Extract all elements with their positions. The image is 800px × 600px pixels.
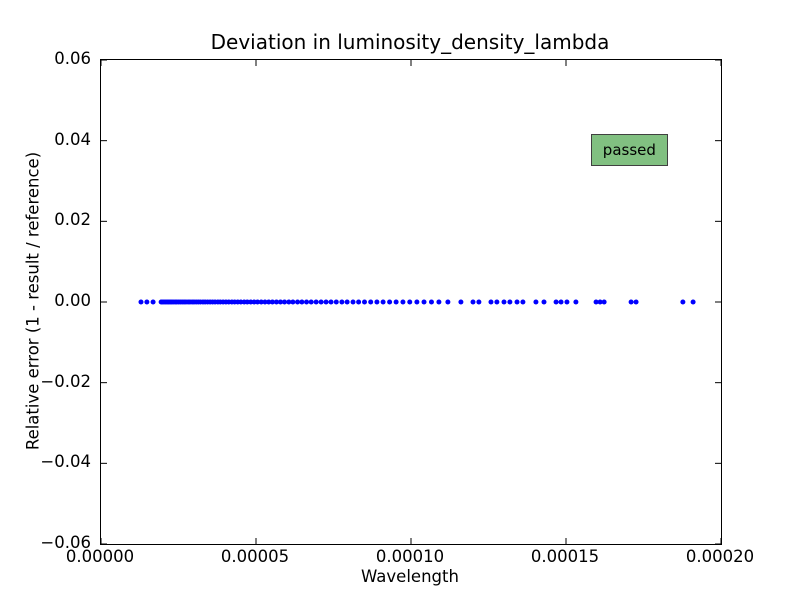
data-point — [362, 299, 367, 305]
data-point — [295, 299, 301, 305]
data-point — [507, 299, 513, 305]
data-point — [262, 299, 268, 305]
data-point — [387, 299, 393, 305]
scatter-canvas — [101, 60, 721, 544]
status-badge-passed: passed — [590, 133, 668, 166]
data-point — [138, 299, 144, 305]
data-point — [533, 299, 539, 305]
data-point — [520, 299, 526, 305]
data-point — [333, 299, 339, 305]
data-point — [601, 299, 607, 305]
y-tick-label: 0.06 — [54, 49, 91, 68]
data-point — [436, 299, 442, 305]
data-point — [255, 299, 261, 305]
data-point — [445, 299, 451, 305]
data-point — [323, 299, 329, 305]
data-point — [541, 299, 547, 305]
x-tick-label: 0.00000 — [65, 547, 135, 566]
data-point — [269, 299, 275, 305]
data-point — [350, 299, 356, 305]
data-point — [290, 299, 296, 305]
data-point — [553, 299, 559, 305]
data-point — [414, 299, 420, 305]
data-point — [308, 299, 314, 305]
y-tick-label: −0.02 — [40, 371, 91, 391]
data-point — [368, 299, 374, 305]
data-point — [273, 299, 279, 305]
x-axis-label: Wavelength — [361, 567, 459, 586]
x-tick-label: 0.00015 — [530, 547, 600, 566]
x-tick-label: 0.00010 — [375, 547, 445, 566]
data-point — [304, 299, 310, 305]
data-point — [628, 299, 634, 305]
data-point — [470, 299, 476, 305]
data-point — [400, 299, 406, 305]
data-point — [277, 299, 283, 305]
data-point — [299, 299, 305, 305]
data-point — [380, 299, 386, 305]
data-point — [597, 299, 603, 305]
data-point — [318, 299, 324, 305]
data-point — [690, 299, 696, 305]
data-point — [393, 299, 399, 305]
data-point — [356, 299, 362, 305]
y-tick-label: 0.04 — [54, 129, 91, 149]
data-point — [680, 299, 686, 305]
data-point — [558, 299, 564, 305]
y-tick-label: 0.00 — [54, 291, 91, 310]
x-tick-label: 0.00020 — [685, 547, 755, 566]
plot-area: passed — [100, 59, 722, 545]
data-point — [282, 299, 288, 305]
data-point — [407, 299, 413, 305]
data-point — [458, 299, 464, 305]
data-point — [374, 299, 380, 305]
data-point — [488, 299, 494, 305]
chart-title: Deviation in luminosity_density_lambda — [210, 30, 610, 54]
data-point — [258, 299, 264, 305]
data-point — [633, 299, 639, 305]
data-point — [501, 299, 507, 305]
data-point — [476, 299, 482, 305]
data-point — [564, 299, 570, 305]
data-point — [339, 299, 345, 305]
data-point — [421, 299, 427, 305]
x-tick-label: 0.00005 — [220, 547, 290, 566]
data-point — [428, 299, 434, 305]
y-tick-label: −0.04 — [40, 452, 91, 472]
data-point — [514, 299, 520, 305]
data-point — [593, 299, 599, 305]
data-point — [144, 299, 150, 305]
data-point — [328, 299, 334, 305]
data-point — [150, 299, 156, 305]
data-point — [494, 299, 500, 305]
data-point — [286, 299, 292, 305]
y-tick-label: 0.02 — [54, 210, 91, 230]
data-point — [266, 299, 272, 305]
data-point — [573, 299, 579, 305]
y-tick-label: −0.06 — [40, 533, 91, 552]
data-point — [344, 299, 350, 305]
data-point — [313, 299, 319, 305]
